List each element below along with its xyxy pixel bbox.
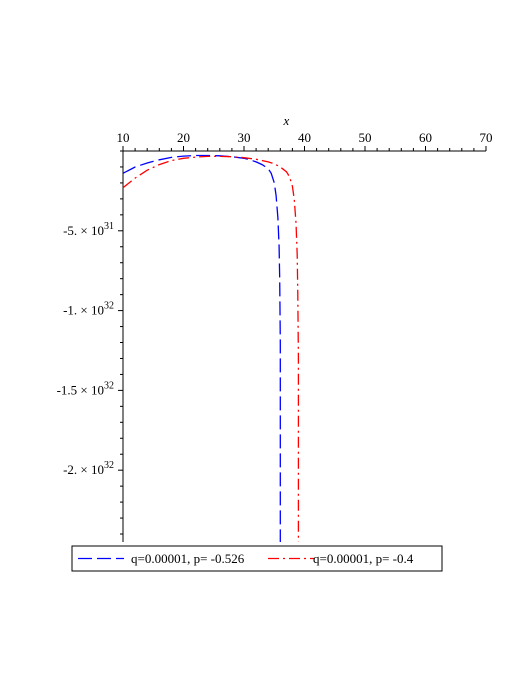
series-line-2 [122, 155, 300, 542]
y-tick-label: -1.5 × 1032 [57, 380, 114, 397]
y-tick-label-text: -2. × 1032 [63, 460, 114, 477]
y-tick-exponent: 32 [104, 380, 114, 391]
x-axis-title: x [282, 113, 289, 128]
legend-label-1: q=0.00001, p= -0.526 [131, 551, 245, 566]
series-line-1 [122, 154, 281, 542]
legend-box [71, 545, 443, 572]
x-tick-label: 20 [177, 130, 190, 145]
series-group [122, 154, 300, 542]
axes: 10 20 30 40 50 60 70x-5. × 1031-1. × 1032-1.5 … [57, 113, 493, 542]
y-tick-label-text: -1.5 × 1032 [57, 380, 114, 397]
y-tick-label: -5. × 1031 [63, 221, 114, 238]
y-tick-label: -1. × 1032 [63, 301, 114, 318]
x-tick-label: 30 [238, 130, 251, 145]
legend: q=0.00001, p= -0.526 q=0.00001, p= -0.4 [71, 545, 443, 572]
y-tick-mantissa: -1. × 10 [63, 303, 104, 318]
y-tick-mantissa: -5. × 10 [63, 223, 104, 238]
x-tick-label: 10 [117, 130, 130, 145]
y-tick-exponent: 32 [104, 301, 114, 312]
y-tick-mantissa: -1.5 × 10 [57, 382, 104, 397]
x-tick-label: 60 [419, 130, 432, 145]
legend-label-2: q=0.00001, p= -0.4 [313, 551, 414, 566]
y-tick-exponent: 32 [104, 460, 114, 471]
y-tick-exponent: 31 [104, 221, 114, 232]
x-tick-label: 40 [298, 130, 311, 145]
x-tick-label: 50 [359, 130, 372, 145]
x-tick-label: 70 [480, 130, 493, 145]
y-tick-mantissa: -2. × 10 [63, 462, 104, 477]
y-tick-label-text: -5. × 1031 [63, 221, 114, 238]
y-tick-label-text: -1. × 1032 [63, 301, 114, 318]
y-tick-label: -2. × 1032 [63, 460, 114, 477]
